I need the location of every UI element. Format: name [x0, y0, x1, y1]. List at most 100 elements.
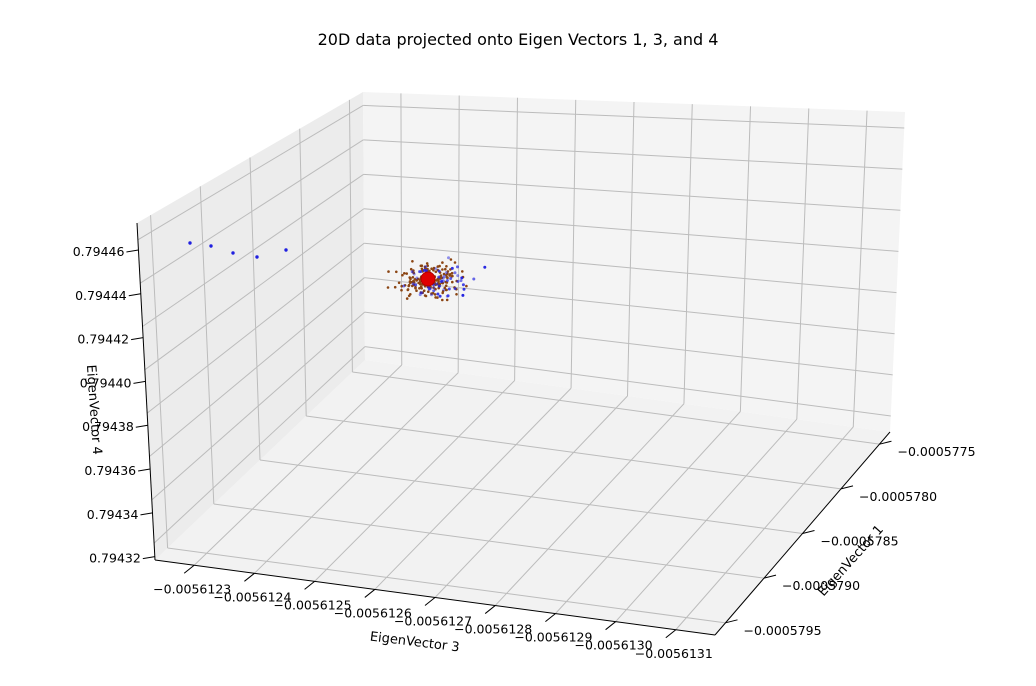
z-tick-label: 0.79444	[75, 288, 127, 303]
data-point	[444, 284, 448, 288]
data-point	[483, 265, 487, 269]
backwall-gridline-z	[363, 139, 903, 170]
x-axis-label: EigenVector 3	[369, 630, 460, 656]
data-point	[409, 277, 412, 281]
data-point	[441, 261, 444, 264]
backwall-gridline-x	[683, 104, 693, 404]
z-tick-mark	[140, 512, 153, 516]
data-point	[450, 271, 454, 275]
data-point	[430, 292, 433, 295]
data-point	[405, 297, 409, 300]
data-point	[387, 270, 390, 273]
data-point	[400, 284, 404, 288]
z-tick-label: 0.79440	[80, 375, 132, 390]
data-point	[447, 287, 451, 291]
data-point	[442, 288, 446, 292]
data-point	[432, 286, 436, 289]
data-point	[415, 279, 419, 282]
leftwall-gridline-y	[199, 186, 215, 505]
backwall-gridline-z	[363, 173, 901, 211]
x-tick-mark	[304, 580, 315, 590]
data-point	[402, 284, 406, 288]
z-tick-mark	[142, 556, 155, 560]
z-axis-label: EigenVector 4	[83, 364, 104, 455]
leftwall-gridline-y	[348, 99, 353, 373]
y-tick-mark	[802, 530, 815, 534]
data-point	[418, 278, 422, 282]
backwall-gridline-z	[364, 346, 891, 417]
data-point	[406, 288, 410, 292]
axis-panes	[137, 92, 905, 635]
data-point	[456, 265, 459, 269]
data-point	[408, 281, 412, 285]
x-tick-label: −0.0056128	[454, 622, 532, 637]
data-point	[255, 255, 259, 259]
data-point	[434, 267, 438, 271]
backwall-gridline-z	[364, 242, 897, 294]
data-point	[446, 270, 450, 273]
data-point	[403, 272, 406, 275]
backwall-gridline-x	[852, 110, 868, 427]
data-point	[436, 292, 440, 296]
z-tick-label: 0.79434	[87, 507, 139, 522]
data-point	[445, 265, 448, 268]
leftwall-gridline-z	[142, 173, 364, 327]
y-tick-label: −0.0005785	[821, 534, 899, 549]
x-tick-label: −0.0056131	[635, 646, 713, 661]
data-point	[415, 289, 418, 293]
data-point	[414, 283, 418, 287]
data-point	[411, 260, 414, 263]
data-point	[447, 256, 450, 260]
backwall-gridline-x	[570, 99, 577, 389]
y-tick-mark	[763, 574, 777, 579]
data-point	[386, 286, 390, 289]
data-point	[448, 273, 452, 276]
x-tick-mark	[484, 605, 496, 614]
data-point	[419, 264, 423, 268]
data-point	[397, 281, 401, 285]
backwall-gridline-z	[363, 208, 899, 252]
leftwall-gridline-z	[153, 346, 366, 544]
floor-gridline-y	[306, 415, 842, 490]
data-point	[472, 277, 476, 281]
data-point	[441, 291, 445, 295]
z-tick-mark	[126, 249, 139, 253]
y-tick-mark	[879, 440, 892, 445]
z-tick-label: 0.79442	[77, 332, 129, 347]
data-point	[420, 287, 424, 290]
data-point	[427, 287, 431, 291]
data-point	[395, 270, 398, 274]
data-point	[414, 286, 417, 290]
z-tick-label: 0.79446	[73, 244, 125, 259]
z-tick-mark	[135, 424, 148, 428]
x-tick-label: −0.0056129	[514, 630, 592, 645]
y-tick-label: −0.0005780	[859, 489, 937, 504]
data-point	[449, 258, 453, 261]
x-tick-label: −0.0056126	[334, 605, 412, 620]
data-point	[432, 286, 435, 289]
data-point	[407, 284, 411, 288]
floor-pane	[155, 360, 890, 635]
z-tick-label: 0.79436	[84, 463, 136, 478]
data-point	[461, 270, 464, 273]
data-point	[418, 282, 422, 286]
data-point	[438, 294, 442, 298]
data-point	[441, 276, 445, 280]
z-tick-label: 0.79438	[82, 419, 134, 434]
leftwall-gridline-z	[139, 139, 364, 284]
backwall-gridline-x	[627, 101, 635, 397]
data-point	[405, 272, 409, 275]
backwall-gridline-z	[364, 277, 895, 335]
x-tick-label: −0.0056127	[394, 614, 472, 629]
data-point	[442, 272, 446, 276]
data-point	[450, 266, 454, 270]
centroid-point	[420, 271, 436, 287]
data-point	[437, 269, 441, 273]
data-point	[435, 282, 439, 286]
data-point	[418, 287, 421, 290]
data-point	[446, 294, 450, 298]
data-point	[412, 272, 416, 276]
backwall-gridline-x	[796, 108, 810, 420]
leftwall-gridline-y	[299, 128, 307, 417]
